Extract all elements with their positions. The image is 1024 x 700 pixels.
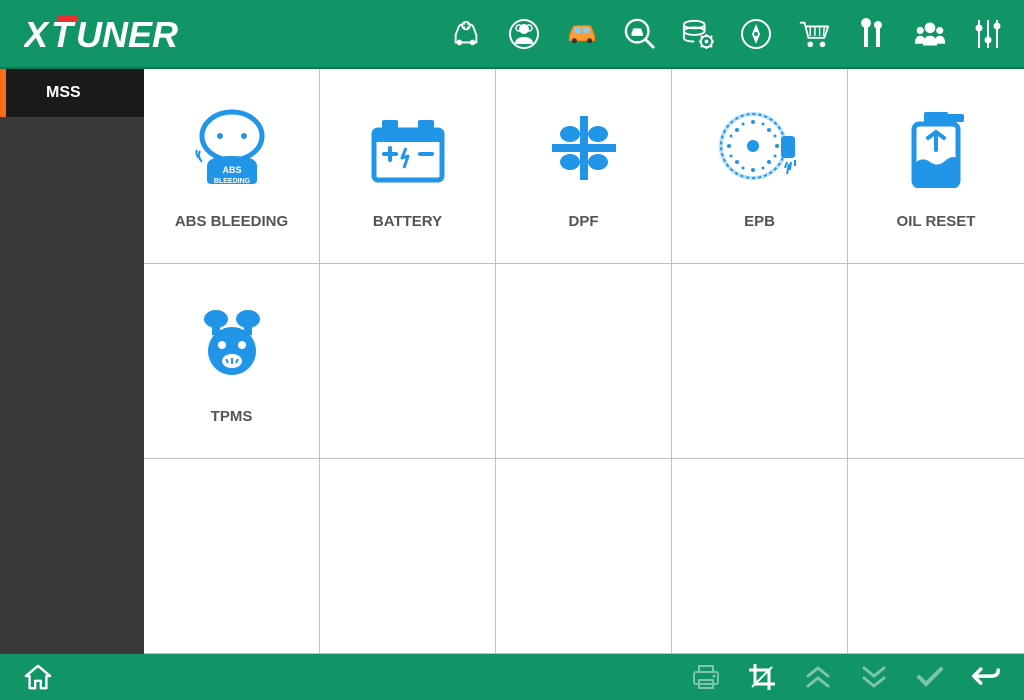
body: MSS ABS BLEEDING ABS BLEEDING xyxy=(0,69,1024,654)
footer-right xyxy=(692,663,1000,691)
logo: X T UNER xyxy=(24,13,224,55)
cell-label: BATTERY xyxy=(373,213,442,230)
crop-icon[interactable] xyxy=(748,663,776,691)
cell-label: EPB xyxy=(744,213,775,230)
sliders-icon[interactable] xyxy=(972,18,1004,50)
cell-abs-bleeding[interactable]: ABS BLEEDING ABS BLEEDING xyxy=(144,69,320,264)
svg-text:ABS: ABS xyxy=(222,165,241,175)
sidebar-item-label: MSS xyxy=(46,84,81,102)
compass-icon[interactable] xyxy=(740,18,772,50)
svg-text:BLEEDING: BLEEDING xyxy=(213,178,250,185)
down-icon[interactable] xyxy=(860,663,888,691)
sidebar-item-mss[interactable]: MSS xyxy=(0,69,144,117)
cell-label: TPMS xyxy=(211,408,253,425)
cell-empty xyxy=(496,459,672,654)
cart-icon[interactable] xyxy=(798,18,830,50)
home-icon[interactable] xyxy=(24,663,52,691)
epb-icon xyxy=(715,103,805,193)
cell-oil-reset[interactable]: OIL RESET xyxy=(848,69,1024,264)
dpf-icon xyxy=(539,103,629,193)
svg-text:T: T xyxy=(51,14,76,55)
cell-tpms[interactable]: TPMS xyxy=(144,264,320,459)
header-icons xyxy=(450,18,1004,50)
footer xyxy=(0,654,1024,700)
cell-epb[interactable]: EPB xyxy=(672,69,848,264)
cell-empty xyxy=(144,459,320,654)
db-gear-icon[interactable] xyxy=(682,18,714,50)
car-icon[interactable] xyxy=(566,18,598,50)
grid: ABS BLEEDING ABS BLEEDING BATTE xyxy=(144,69,1024,654)
tpms-icon xyxy=(187,298,277,388)
up-icon[interactable] xyxy=(804,663,832,691)
search-car-icon[interactable] xyxy=(624,18,656,50)
cell-label: DPF xyxy=(569,213,599,230)
cell-dpf[interactable]: DPF xyxy=(496,69,672,264)
footer-left xyxy=(24,663,52,691)
battery-icon xyxy=(363,103,453,193)
cell-label: OIL RESET xyxy=(897,213,976,230)
cell-empty xyxy=(496,264,672,459)
check-icon[interactable] xyxy=(916,663,944,691)
abs-bleeding-icon: ABS BLEEDING xyxy=(187,103,277,193)
oil-reset-icon xyxy=(891,103,981,193)
car-medic-icon[interactable] xyxy=(450,18,482,50)
svg-text:UNER: UNER xyxy=(76,14,178,55)
cell-battery[interactable]: BATTERY xyxy=(320,69,496,264)
cell-empty xyxy=(848,459,1024,654)
back-icon[interactable] xyxy=(972,663,1000,691)
sidebar: MSS xyxy=(0,69,144,654)
driver-icon[interactable] xyxy=(508,18,540,50)
mic-icon[interactable] xyxy=(856,18,888,50)
team-icon[interactable] xyxy=(914,18,946,50)
cell-empty xyxy=(320,264,496,459)
cell-empty xyxy=(848,264,1024,459)
logo-svg: X T UNER xyxy=(24,13,224,55)
print-icon[interactable] xyxy=(692,663,720,691)
cell-label: ABS BLEEDING xyxy=(175,213,288,230)
header: X T UNER xyxy=(0,0,1024,69)
cell-empty xyxy=(320,459,496,654)
cell-empty xyxy=(672,264,848,459)
svg-text:X: X xyxy=(24,14,50,55)
cell-empty xyxy=(672,459,848,654)
